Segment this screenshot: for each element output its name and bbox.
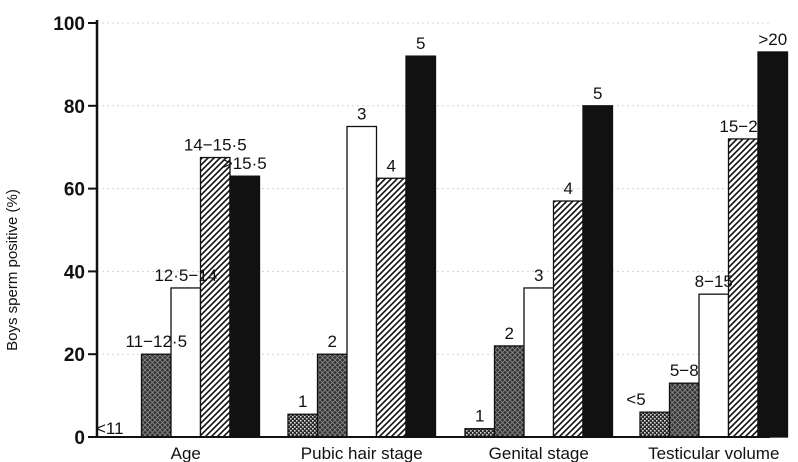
category-label: Age <box>171 444 201 462</box>
bar-label: 14−15·5 <box>184 136 247 155</box>
bar-label: 12·5−14 <box>154 266 217 285</box>
bar <box>316 353 348 438</box>
bar-label: 4 <box>564 179 573 198</box>
bar-label: 3 <box>534 266 543 285</box>
bar <box>523 287 555 438</box>
category-label: Pubic hair stage <box>301 444 423 462</box>
bar <box>757 51 789 438</box>
bar-label: 3 <box>357 105 366 124</box>
bar-label: <11 <box>96 419 124 438</box>
bar <box>639 411 671 438</box>
bar <box>405 55 437 438</box>
bar <box>582 105 614 438</box>
category-label: Genital stage <box>489 444 589 462</box>
y-tick-label: 20 <box>64 345 85 366</box>
bar <box>375 177 407 438</box>
bar <box>493 345 525 438</box>
axes <box>88 20 770 438</box>
bar <box>346 125 378 438</box>
bar-label: 8−15 <box>695 272 733 291</box>
bar <box>287 413 319 438</box>
y-tick-label: 60 <box>64 180 85 201</box>
y-tick-label: 40 <box>64 262 85 283</box>
bar <box>668 382 700 438</box>
bar <box>464 428 496 438</box>
bar-label: >15·5 <box>223 154 267 173</box>
bar-label: 11−12·5 <box>125 332 187 351</box>
bar-label: 2 <box>505 324 514 343</box>
bar-label: 5 <box>593 84 602 103</box>
bar <box>552 200 584 438</box>
y-tick-label: 100 <box>53 14 85 35</box>
category-label: Testicular volume <box>648 444 779 462</box>
bar <box>170 287 202 438</box>
bar <box>140 353 172 438</box>
bar <box>229 175 261 438</box>
bar-label: 4 <box>387 156 396 175</box>
y-axis-label: Boys sperm positive (%) <box>4 189 21 351</box>
bar <box>698 293 730 438</box>
labels: 0 20 40 60 80 100 <11 11−12·5 12·5−14 14−15·5>15·… <box>53 14 787 462</box>
bar <box>199 156 231 438</box>
bar-label: 1 <box>298 392 307 411</box>
bar-label: 2 <box>328 332 337 351</box>
bar-label: 15−20 <box>719 117 767 136</box>
bar-label: <5 <box>626 390 645 409</box>
y-tick-label: 80 <box>64 97 85 118</box>
bars <box>140 51 789 438</box>
bar-label: 5−8 <box>670 361 699 380</box>
bar-label: 5 <box>416 34 425 53</box>
bar-label: 1 <box>475 407 484 426</box>
bar <box>727 138 759 438</box>
y-tick-label: 0 <box>74 428 85 449</box>
bar-label: >20 <box>758 30 787 49</box>
